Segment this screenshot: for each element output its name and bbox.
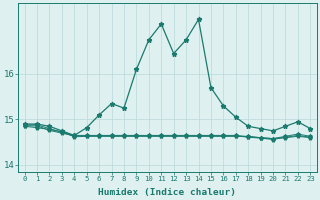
X-axis label: Humidex (Indice chaleur): Humidex (Indice chaleur) [99, 188, 236, 197]
